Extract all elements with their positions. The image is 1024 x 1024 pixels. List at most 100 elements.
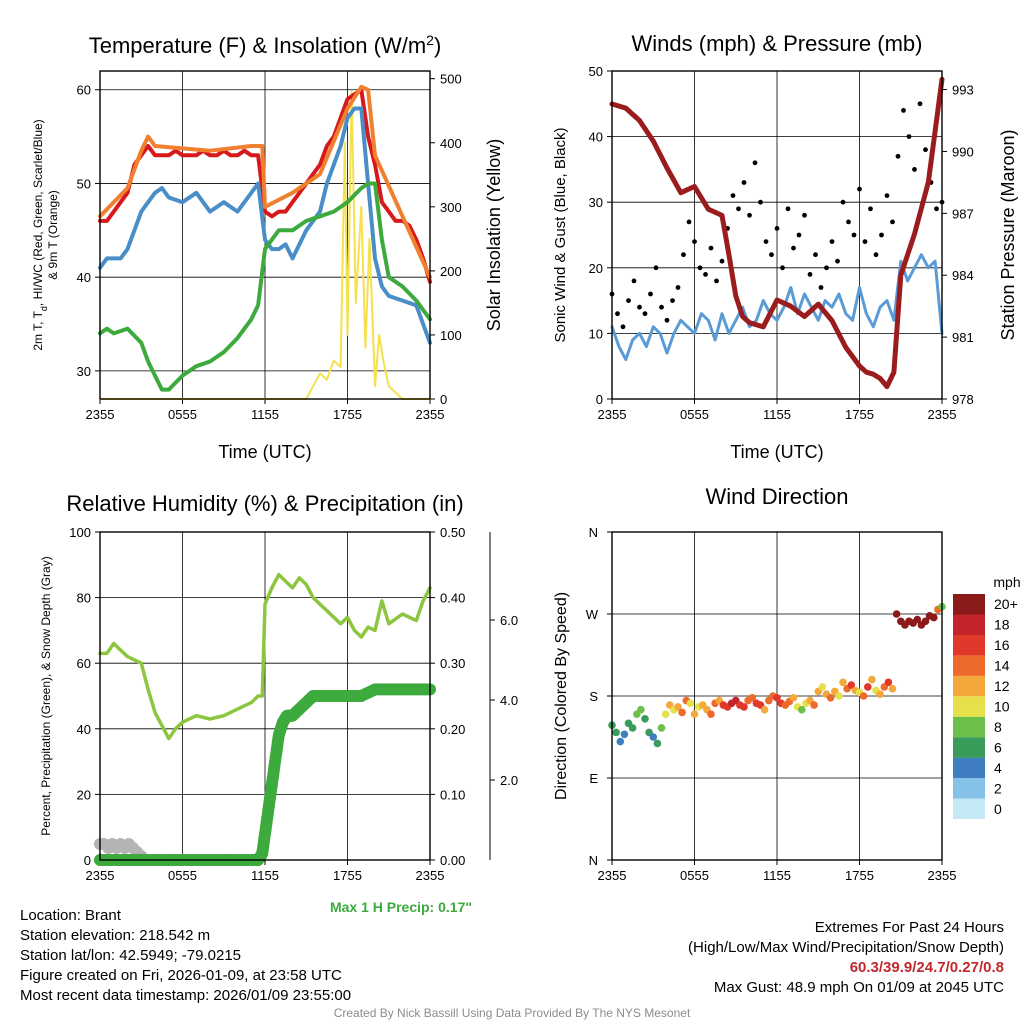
gust-point — [769, 252, 774, 258]
credit-line: Created By Nick Bassill Using Data Provi… — [333, 1006, 691, 1020]
wind-dir-point — [888, 684, 897, 693]
wind-dir-point — [839, 678, 847, 687]
precip-ytick-right-label: 0.50 — [440, 525, 465, 540]
legend-swatch — [953, 614, 985, 635]
extremes-subtitle: (High/Low/Max Wind/Precipitation/Snow De… — [688, 939, 1004, 956]
wind-ytick-label: 50 — [589, 64, 603, 79]
gust-point — [626, 298, 631, 303]
legend-swatch — [953, 594, 985, 615]
temp-ytick-label: 60 — [77, 83, 91, 98]
wind-xtick-label: 2355 — [598, 407, 627, 422]
insolation-line — [99, 90, 431, 400]
dir-xtick-label: 1755 — [845, 868, 874, 883]
legend-swatch — [953, 798, 985, 819]
gust-point — [785, 206, 791, 212]
wind-plot-frame — [611, 70, 943, 400]
gust-point — [681, 252, 686, 258]
wind-dir-point — [678, 708, 686, 717]
wind-dir-point — [913, 615, 922, 624]
gust-point — [708, 245, 714, 251]
dir-ytick-label: S — [589, 689, 598, 704]
rh-line — [98, 572, 432, 741]
wind-dir-point — [773, 694, 781, 702]
max-precip-label: Max 1 H Precip: 0.17" — [330, 899, 472, 915]
temp-plot-frame — [99, 70, 431, 400]
temp-xtick-label: 2355 — [416, 407, 445, 422]
rh-xtick-label: 2355 — [416, 868, 445, 883]
precip-ytick-right-label: 0.30 — [440, 656, 465, 671]
wind-xtick-label: 1155 — [763, 407, 791, 422]
max-gust: Max Gust: 48.9 mph On 01/09 at 2045 UTC — [713, 979, 1004, 996]
wind-dir-point — [868, 675, 876, 684]
temp-ylabel-subscript: d — [39, 306, 49, 311]
wind-dir-point — [876, 690, 884, 698]
gust-point — [648, 291, 653, 297]
gust-point — [653, 265, 659, 271]
insolation-ylabel: Solar Insolation (Yellow) — [484, 139, 504, 331]
gust-point — [868, 206, 873, 212]
legend-label: 12 — [994, 678, 1010, 694]
station-location: Location: Brant — [20, 907, 121, 924]
wind-dir-point — [649, 733, 658, 741]
wind-dir-point — [818, 683, 827, 691]
wind-ytick-right-label: 984 — [952, 268, 974, 283]
dir-ylabel: Direction (Colored By Speed) — [553, 592, 570, 800]
wind-ytick-right-label: 981 — [952, 330, 974, 345]
rh-chart-title: Relative Humidity (%) & Precipitation (i… — [66, 491, 463, 516]
gust-point — [835, 258, 840, 264]
gust-point — [692, 239, 697, 245]
wind-xtick-label: 0555 — [680, 407, 709, 422]
gust-point — [818, 285, 824, 290]
gust-point — [686, 219, 692, 225]
wind-dir-point — [835, 692, 843, 700]
legend-label: 6 — [994, 739, 1002, 755]
gust-point — [807, 272, 813, 277]
legend-title: mph — [993, 574, 1020, 590]
temp-xtick-label: 1155 — [251, 407, 279, 422]
gust-point — [780, 265, 785, 271]
temp-ytick-right-label: 400 — [440, 136, 462, 151]
gust-point — [829, 239, 835, 245]
station-info: Location: Brant Station elevation: 218.5… — [20, 906, 351, 1006]
temp-series-line — [98, 106, 432, 345]
wind-ytick-label: 10 — [589, 326, 603, 341]
wind-dir-point — [847, 681, 856, 689]
gust-point — [879, 232, 884, 238]
legend-label: 18 — [994, 617, 1010, 633]
legend-label: 2 — [994, 780, 1002, 796]
dir-ytick-label: W — [586, 607, 599, 622]
snow-ytick-right-label: 6.0 — [500, 613, 518, 628]
wind-dir-point — [826, 694, 835, 702]
gust-point — [675, 285, 681, 290]
gust-point — [901, 108, 906, 113]
wind-ytick-right-label: 978 — [952, 392, 974, 407]
legend-swatch — [953, 696, 985, 717]
gust-point — [758, 199, 763, 205]
gust-point — [741, 180, 747, 185]
wind-ytick-label: 30 — [589, 195, 603, 210]
gust-point — [615, 311, 620, 317]
wind-dir-point — [657, 724, 666, 732]
gust-point — [659, 304, 664, 310]
extremes-panel: Extremes For Past 24 Hours (High/Low/Max… — [688, 918, 1004, 998]
gust-point — [824, 265, 829, 271]
dir-xtick-label: 2355 — [928, 868, 957, 883]
temp-ytick-right-label: 100 — [440, 328, 462, 343]
pressure-line — [609, 76, 945, 390]
gust-point — [670, 298, 675, 303]
station-latlon: Station lat/lon: 42.5949; -79.0215 — [20, 947, 242, 964]
gust-point — [752, 160, 758, 166]
temp-xtick-label: 0555 — [168, 407, 197, 422]
gust-point — [736, 206, 741, 212]
gust-point — [851, 232, 857, 238]
gust-point — [857, 186, 862, 192]
wind-dir-point — [892, 610, 901, 618]
temp-title-close: ) — [434, 33, 441, 58]
rh-ytick-label: 60 — [77, 656, 91, 671]
gust-point — [862, 239, 868, 245]
rh-plot-frame — [99, 531, 431, 861]
gust-point — [703, 272, 708, 277]
rh-ytick-label: 100 — [69, 525, 91, 540]
recent-timestamp: Most recent data timestamp: 2026/01/09 2… — [20, 987, 352, 1004]
